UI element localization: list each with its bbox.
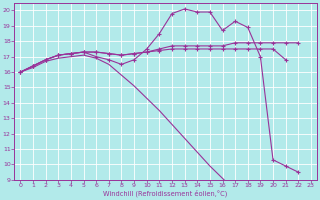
X-axis label: Windchill (Refroidissement éolien,°C): Windchill (Refroidissement éolien,°C) — [103, 190, 228, 197]
